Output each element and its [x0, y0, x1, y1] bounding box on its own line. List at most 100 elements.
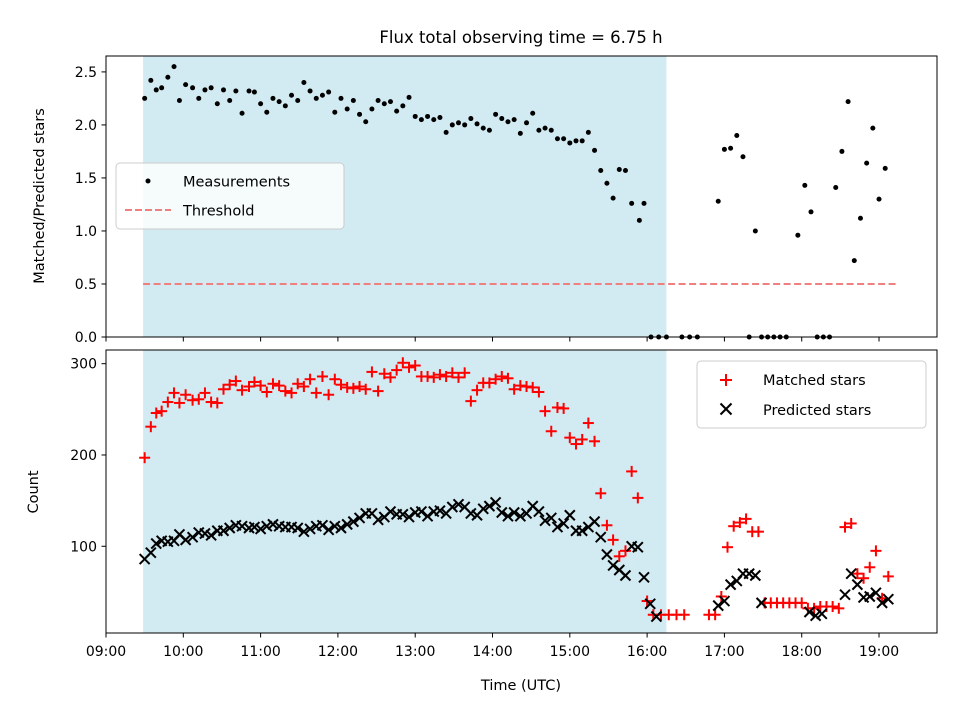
- measurement-point: [870, 125, 876, 131]
- bottom-y-tick-label: 100: [70, 539, 97, 555]
- predicted-star-point: [496, 506, 508, 519]
- matched-star-point: [740, 513, 752, 525]
- measurement-point: [289, 92, 295, 98]
- top-legend: Measurements Threshold: [115, 162, 345, 230]
- predicted-star-point: [502, 510, 514, 522]
- bottom-shaded-region-group: [143, 350, 667, 633]
- top-y-tick-label: 2.5: [75, 65, 97, 81]
- predicted-star-point: [557, 517, 570, 530]
- measurement-point: [530, 110, 536, 116]
- measurement-point: [480, 125, 486, 131]
- measurement-point: [845, 99, 851, 105]
- measurement-point: [425, 113, 431, 119]
- predicted-star-point: [514, 510, 527, 522]
- matched-star-point: [601, 519, 613, 531]
- measurement-point: [307, 88, 313, 94]
- x-tick-label: 13:00: [395, 644, 435, 660]
- predicted-star-point: [415, 505, 428, 518]
- top-y-tick-label: 0.0: [75, 330, 97, 346]
- measurement-point: [499, 116, 505, 122]
- matched-star-point: [366, 366, 378, 378]
- measurement-point: [808, 209, 814, 215]
- predicted-star-point: [749, 569, 762, 582]
- legend-measurements-label: Measurements: [183, 175, 290, 191]
- x-tick-label: 17:00: [704, 644, 744, 660]
- predicted-star-point: [839, 588, 851, 601]
- matched-star-point: [261, 386, 273, 398]
- measurement-point: [196, 95, 202, 101]
- top-y-axis-label: Matched/Predicted stars: [32, 108, 48, 284]
- predicted-star-point: [236, 520, 248, 532]
- matched-star-point: [329, 373, 341, 385]
- predicted-star-point: [607, 559, 619, 572]
- measurement-point: [165, 74, 171, 80]
- matched-star-point: [533, 386, 545, 398]
- matched-star-point: [709, 609, 721, 621]
- matched-star-point: [139, 452, 151, 464]
- measurement-point: [282, 103, 288, 109]
- matched-star-point: [728, 520, 740, 532]
- matched-star-point: [286, 387, 298, 399]
- predicted-star-point: [397, 508, 409, 521]
- matched-star-point: [224, 379, 236, 391]
- measurement-point: [220, 87, 226, 93]
- measurement-point: [214, 101, 220, 107]
- predicted-star-point: [755, 597, 768, 609]
- legend-predicted-marker: [719, 402, 733, 416]
- matched-star-point: [589, 435, 601, 447]
- matched-star-point: [230, 375, 242, 387]
- predicted-star-point: [595, 531, 607, 543]
- measurement-point: [148, 77, 154, 83]
- bottom-panel: 100 200 300 09:00 10:00 11:00 12:00 13:00 14:00…: [26, 349, 938, 694]
- top-panel: 0.0 0.5 1.0 1.5 2.0 2.5 Matched/Predicted sta…: [32, 55, 938, 346]
- measurement-point: [598, 168, 604, 174]
- matched-star-point: [678, 609, 690, 621]
- measurement-point: [239, 110, 245, 116]
- matched-star-point: [193, 393, 205, 405]
- matched-star-point: [354, 381, 366, 393]
- matched-star-point: [864, 561, 876, 573]
- measurement-point: [208, 85, 214, 91]
- measurement-point: [406, 94, 412, 100]
- predicted-star-point: [483, 500, 496, 512]
- matched-star-point: [409, 360, 421, 372]
- legend-measurements-marker: [145, 178, 151, 184]
- bottom-y-tick-label: 200: [70, 448, 97, 464]
- predicted-star-point: [619, 569, 632, 582]
- x-tick-label: 15:00: [550, 644, 590, 660]
- measurement-point: [437, 115, 443, 121]
- matched-star-point: [168, 387, 180, 399]
- measurement-point: [357, 111, 363, 117]
- matched-star-point: [471, 384, 483, 396]
- predicted-star-point: [545, 512, 557, 524]
- measurement-point: [350, 98, 356, 104]
- predicted-star-point: [803, 606, 816, 618]
- measurement-point: [363, 119, 369, 125]
- measurement-point: [579, 138, 585, 144]
- predicted-star-point: [179, 534, 192, 546]
- bottom-legend: Matched stars Predicted stars: [696, 360, 927, 429]
- matched-star-point: [156, 405, 168, 417]
- predicted-star-point: [870, 587, 882, 599]
- predicted-star-point: [588, 515, 601, 528]
- measurement-point: [616, 166, 622, 172]
- predicted-star-point: [322, 524, 335, 536]
- measurement-point: [176, 98, 182, 104]
- measurement-point: [443, 129, 449, 135]
- legend-threshold-label: Threshold: [182, 204, 254, 220]
- predicted-star-point: [434, 504, 446, 517]
- measurement-point: [542, 125, 548, 131]
- bottom-panel-frame: [105, 349, 938, 634]
- measurement-point: [864, 160, 870, 166]
- matched-star-point: [576, 433, 588, 445]
- measurement-point: [795, 232, 801, 238]
- measurement-point: [548, 127, 554, 133]
- matched-star-point: [428, 371, 440, 383]
- predicted-star-point: [403, 511, 415, 523]
- matched-star-point: [483, 377, 495, 389]
- predicted-star-point: [489, 496, 502, 509]
- measurement-point: [449, 122, 455, 128]
- matched-star-point: [722, 541, 734, 553]
- predicted-star-point: [452, 498, 465, 510]
